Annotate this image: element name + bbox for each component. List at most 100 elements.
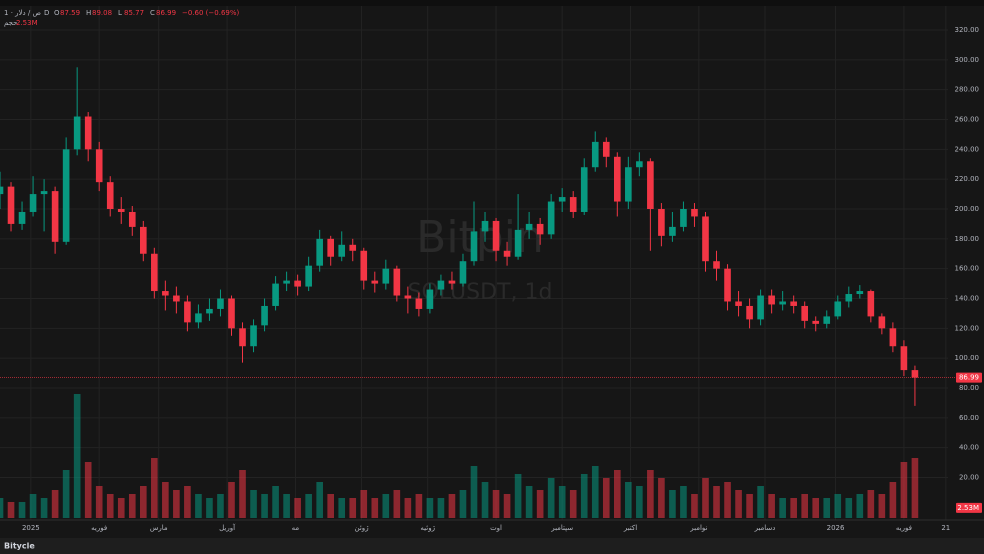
x-tick-label: فوریه <box>91 524 107 532</box>
volume-bar <box>173 490 180 518</box>
volume-bar <box>40 498 48 518</box>
candle-body <box>779 301 786 305</box>
y-tick-label: 40.00 <box>959 444 979 452</box>
last-volume-tag <box>956 502 982 513</box>
bottom-bar <box>0 538 984 554</box>
candle-body <box>0 186 4 195</box>
candle-body <box>84 116 92 150</box>
last-price-tag <box>956 372 982 383</box>
symbol: ص / دلار · 1 <box>4 9 41 17</box>
y-tick-label: 60.00 <box>959 414 979 422</box>
volume-bar <box>426 498 434 518</box>
volume-bar <box>636 486 643 518</box>
volume-bar <box>713 486 720 518</box>
volume-bar <box>239 470 246 518</box>
volume-bar <box>73 394 81 518</box>
footer-brand: Bitycle <box>4 542 35 551</box>
candle-body <box>437 280 445 290</box>
volume-bar <box>261 494 268 518</box>
candle-body <box>217 298 224 309</box>
volume-bar <box>779 498 786 518</box>
y-tick-label: 280.00 <box>955 86 980 94</box>
volume-bar <box>404 498 412 518</box>
volume-bar <box>106 494 114 518</box>
volume-bar <box>669 490 676 518</box>
y-tick-label: 220.00 <box>955 175 980 183</box>
candle-body <box>448 280 456 284</box>
volume-bar <box>900 462 908 518</box>
candle-body <box>316 238 323 266</box>
y-tick-label: 320.00 <box>955 26 980 34</box>
candle-body <box>746 305 753 320</box>
volume-bar <box>569 490 577 518</box>
candle-body <box>547 201 555 235</box>
candle-body <box>790 301 797 306</box>
volume-bar <box>834 494 842 518</box>
candle-body <box>525 223 533 230</box>
candle-body <box>911 370 919 378</box>
volume-bar <box>691 494 698 518</box>
volume-bar <box>613 470 621 518</box>
x-tick-label: دسامبر <box>754 524 776 532</box>
candle-body <box>128 211 136 227</box>
ohlc-key: C <box>150 9 155 17</box>
volume-bar <box>757 486 764 518</box>
volume-bar <box>393 490 401 518</box>
volume-bar <box>658 478 665 518</box>
volume-bar <box>382 494 390 518</box>
candle-body <box>327 238 335 257</box>
y-tick-label: 240.00 <box>955 145 980 153</box>
candle-body <box>415 298 423 309</box>
ohlc-value: 85.77 <box>124 9 144 17</box>
candle-body <box>569 197 577 212</box>
candle-body <box>228 298 235 329</box>
candle-body <box>481 220 489 232</box>
volume-bar <box>602 478 610 518</box>
candle-body <box>360 250 368 281</box>
candle-body <box>702 216 709 262</box>
volume-bar <box>647 470 654 518</box>
candle-body <box>878 316 886 329</box>
volume-bar <box>371 498 379 518</box>
y-tick-label: 80.00 <box>959 384 979 392</box>
volume-bar <box>84 462 92 518</box>
ohlc-value: 87.59 <box>60 9 80 17</box>
volume-bar <box>812 498 820 518</box>
candle-body <box>239 328 246 347</box>
candle-body <box>514 229 522 257</box>
candle-body <box>73 116 81 150</box>
candle-body <box>845 294 853 302</box>
volume-bar <box>217 494 224 518</box>
candle-body <box>812 320 820 324</box>
candle-body <box>834 301 842 317</box>
volume-bar <box>591 466 599 518</box>
last-volume-label: 2.53M <box>957 504 979 512</box>
candle-body <box>503 250 511 257</box>
volume-bar <box>845 498 853 518</box>
candle-body <box>591 141 599 168</box>
volume-bar <box>459 490 467 518</box>
x-tick-label: مه <box>292 524 300 532</box>
volume-bar <box>62 470 70 518</box>
candle-body <box>867 291 875 317</box>
candle-body <box>62 149 70 242</box>
volume-bar <box>184 486 191 518</box>
candle-body <box>95 149 103 183</box>
candle-body <box>768 295 775 305</box>
y-tick-label: 160.00 <box>955 265 980 273</box>
volume-bar <box>492 490 500 518</box>
volume-bar <box>536 490 544 518</box>
ohlc-value: 89.08 <box>92 9 112 17</box>
volume-bar <box>316 482 323 518</box>
y-tick-label: 260.00 <box>955 116 980 124</box>
candle-body <box>173 295 180 302</box>
x-tick-label: ژوئن <box>355 524 370 532</box>
y-tick-label: 180.00 <box>955 235 980 243</box>
candle-body <box>305 265 312 287</box>
candle-body <box>602 141 610 157</box>
ohlc-key: L <box>118 9 122 17</box>
candle-body <box>757 295 764 320</box>
candle-body <box>823 316 831 324</box>
watermark: Bitpin <box>416 212 544 263</box>
